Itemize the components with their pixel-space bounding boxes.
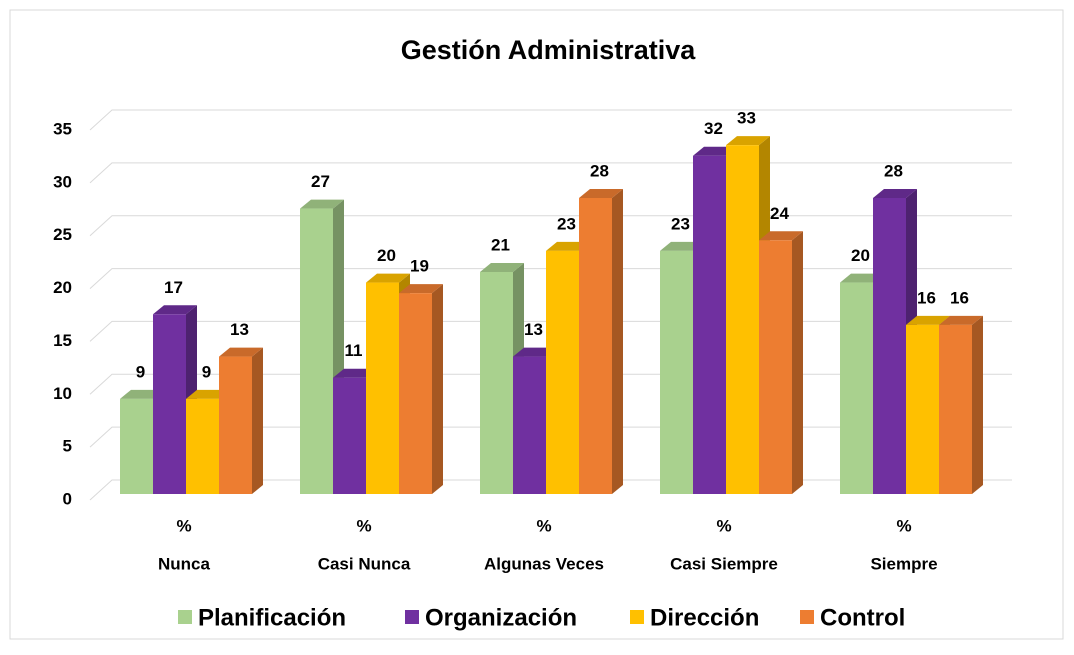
x-tick-label: Casi Siempre (670, 554, 778, 573)
x-tick-label: Nunca (158, 554, 211, 573)
data-label: 9 (136, 362, 145, 381)
data-label: 11 (345, 341, 363, 360)
data-label: 32 (704, 119, 723, 138)
chart-title: Gestión Administrativa (401, 35, 697, 65)
y-tick-label: 15 (53, 331, 72, 350)
bar-side (972, 315, 983, 494)
bar (759, 240, 792, 494)
legend-label: Organización (425, 604, 577, 631)
data-label: 28 (590, 161, 609, 180)
bar-top (399, 284, 443, 294)
data-label: 27 (311, 172, 330, 191)
y-tick-label: 25 (53, 225, 72, 244)
x-tick-label: Siempre (870, 554, 937, 573)
data-label: 20 (851, 246, 870, 265)
bar (480, 272, 513, 494)
bar-top (759, 231, 803, 241)
bar-top (300, 199, 344, 209)
bar-side (252, 347, 263, 494)
bar (186, 398, 219, 494)
bar-top (366, 273, 410, 283)
y-tick-label: 35 (53, 119, 72, 138)
bar (546, 250, 579, 494)
data-label: 20 (377, 246, 396, 265)
legend-label: Planificación (198, 604, 346, 631)
bar (513, 356, 546, 494)
legend-swatch (800, 610, 814, 624)
data-label: 13 (524, 320, 543, 339)
legend-label: Control (820, 604, 905, 631)
data-label: 23 (671, 214, 690, 233)
data-label: 17 (164, 278, 183, 297)
y-tick-label: 5 (63, 437, 72, 456)
data-label: 13 (230, 320, 249, 339)
bar (693, 155, 726, 494)
bar (579, 198, 612, 494)
grid-line (89, 109, 1012, 131)
bar (120, 398, 153, 494)
bar-top (219, 347, 263, 357)
x-tick-label: % (716, 516, 731, 535)
bar (399, 293, 432, 494)
x-tick-label: % (356, 516, 371, 535)
bar (939, 324, 972, 494)
data-label: 9 (202, 362, 211, 381)
legend-swatch (630, 610, 644, 624)
x-tick-label: % (536, 516, 551, 535)
bar (660, 250, 693, 494)
bar (333, 377, 366, 494)
x-tick-label: % (176, 516, 191, 535)
bar-side (792, 231, 803, 495)
bar (873, 198, 906, 494)
legend-label: Dirección (650, 604, 759, 631)
data-label: 19 (410, 257, 429, 276)
bar (300, 208, 333, 495)
x-tick-label: % (896, 516, 911, 535)
data-label: 28 (884, 161, 903, 180)
data-label: 24 (770, 204, 789, 223)
y-tick-label: 20 (53, 278, 72, 297)
bar (219, 356, 252, 494)
bar-side (432, 284, 443, 494)
bar (726, 145, 759, 494)
bar-top (726, 136, 770, 146)
bar (366, 282, 399, 494)
bar-top (480, 263, 524, 272)
bar (906, 324, 939, 494)
data-label: 16 (950, 288, 969, 307)
legend-swatch (178, 610, 192, 624)
bar-side (612, 189, 623, 494)
bar-top (153, 305, 197, 315)
bar (840, 282, 873, 494)
bar-top (906, 315, 950, 325)
bar (153, 314, 186, 494)
y-tick-label: 10 (53, 384, 72, 403)
y-tick-label: 0 (63, 489, 72, 508)
x-tick-label: Casi Nunca (318, 554, 411, 573)
data-label: 23 (557, 214, 576, 233)
data-label: 33 (737, 109, 756, 128)
data-label: 16 (917, 288, 936, 307)
y-tick-label: 30 (53, 172, 72, 191)
bar-top (873, 189, 917, 198)
x-tick-label: Algunas Veces (484, 554, 604, 573)
legend-swatch (405, 610, 419, 624)
data-label: 21 (491, 235, 510, 254)
bar-top (939, 315, 983, 325)
bar-top (579, 189, 623, 198)
